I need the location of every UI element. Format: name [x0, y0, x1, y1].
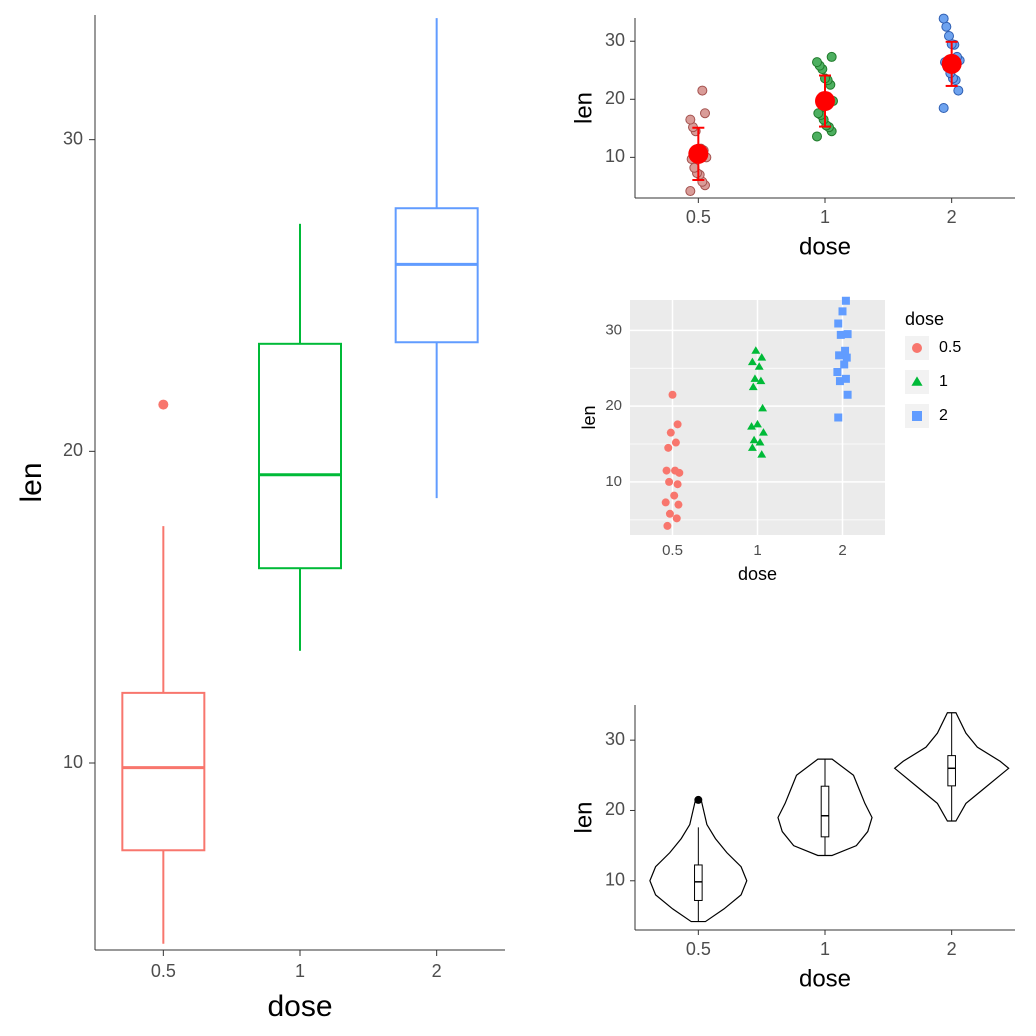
svg-text:2: 2	[838, 542, 846, 559]
svg-text:1: 1	[753, 542, 761, 559]
svg-text:10: 10	[605, 473, 622, 490]
svg-text:dose: dose	[738, 564, 777, 584]
svg-text:30: 30	[605, 321, 622, 338]
figure-panel: 1020300.512doselen1020300.512doselen1020…	[0, 0, 1036, 1036]
x-tick-label: 1	[295, 961, 305, 981]
y-tick-label: 20	[63, 440, 83, 460]
dot-point	[813, 132, 822, 141]
mean-marker	[815, 91, 835, 111]
box-0.5	[122, 693, 204, 850]
dotplot-panel: 10 20 30 0.5 1 2 dose len	[570, 14, 1015, 260]
svg-text:dose: dose	[799, 965, 851, 992]
svg-text:30: 30	[605, 729, 625, 749]
svg-text:0.5: 0.5	[686, 939, 711, 959]
y-tick-label: 30	[63, 128, 83, 148]
dot-point	[701, 109, 710, 118]
svg-text:30: 30	[605, 30, 625, 50]
dot-point	[945, 32, 954, 41]
dot-point	[827, 52, 836, 61]
svg-text:2: 2	[947, 207, 957, 227]
y-tick-label: 10	[63, 752, 83, 772]
dot-point	[939, 104, 948, 113]
svg-text:len: len	[579, 405, 599, 429]
svg-text:dose: dose	[799, 233, 851, 260]
svg-text:len: len	[570, 801, 597, 833]
svg-text:1: 1	[820, 207, 830, 227]
x-tick-label: 2	[432, 961, 442, 981]
box-1	[259, 344, 341, 568]
y-axis-title: len	[15, 462, 48, 502]
outlier	[158, 400, 168, 410]
legend-title: dose	[905, 309, 944, 329]
svg-text:0.5: 0.5	[662, 542, 683, 559]
svg-text:len: len	[570, 92, 597, 124]
svg-text:10: 10	[605, 870, 625, 890]
mean-marker	[942, 54, 962, 74]
mean-marker	[688, 144, 708, 164]
dot-point	[813, 58, 822, 67]
svg-text:0.5: 0.5	[686, 207, 711, 227]
violin-panel: 10 20 30 0.5 1 2 dose len	[570, 705, 1015, 992]
dot-point	[698, 86, 707, 95]
dot-point	[954, 86, 963, 95]
legend-item: 1	[939, 373, 948, 390]
dot-point	[686, 187, 695, 196]
svg-text:20: 20	[605, 799, 625, 819]
svg-text:1: 1	[820, 939, 830, 959]
svg-text:20: 20	[605, 88, 625, 108]
x-tick-label: 0.5	[151, 961, 176, 981]
dot-point	[686, 115, 695, 124]
dot-point	[942, 22, 951, 31]
stripchart-panel: 10 20 30 0.5 1 2 dose len dose 0.5 1 2	[579, 297, 962, 584]
legend-item: 0.5	[939, 339, 961, 356]
svg-text:20: 20	[605, 397, 622, 414]
legend-item: 2	[939, 407, 948, 424]
svg-text:2: 2	[947, 939, 957, 959]
box-2	[396, 208, 478, 342]
dot-point	[939, 14, 948, 23]
svg-text:10: 10	[605, 146, 625, 166]
boxplot-panel: 10 20 30 0.5 1 2 dose len	[15, 15, 505, 1023]
x-axis-title: dose	[267, 990, 332, 1023]
